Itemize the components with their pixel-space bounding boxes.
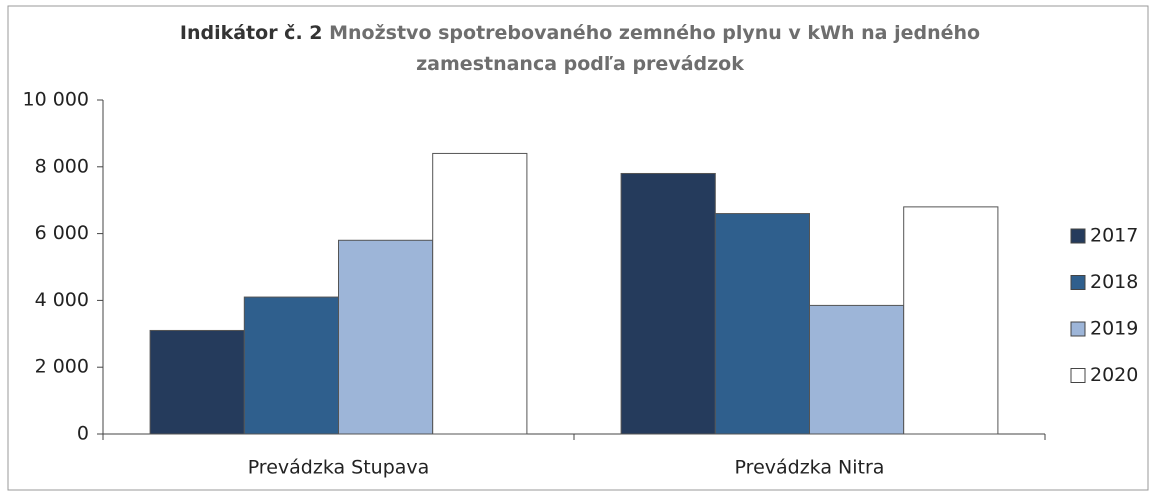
bar [809,304,905,435]
bar [903,206,999,435]
legend-swatch [1070,275,1086,290]
y-tick-label: 8 000 [35,155,89,177]
bar [149,329,245,435]
legend-label: 2017 [1090,225,1138,247]
chart-title: Indikátor č. 2 Množstvo spotrebovaného z… [150,18,1010,80]
bar [243,296,339,435]
legend-label: 2019 [1090,318,1138,340]
y-tick-label: 0 [77,423,89,445]
bar [620,172,716,435]
x-tick-label: Prevádzka Stupava [248,457,430,479]
y-tick-label: 4 000 [35,289,89,311]
bar [432,152,528,435]
frame [7,5,1149,491]
legend-swatch [1070,368,1086,383]
x-tick-label: Prevádzka Nitra [735,457,885,479]
bar [338,239,434,435]
y-tick-label: 6 000 [35,222,89,244]
title-label: Indikátor č. 2 [179,22,323,44]
bar [714,213,810,435]
legend-label: 2020 [1090,364,1138,386]
y-tick-label: 10 000 [23,89,89,111]
y-tick-label: 2 000 [35,356,89,378]
legend-label: 2018 [1090,271,1138,293]
legend-swatch [1070,228,1086,244]
legend-swatch [1070,321,1086,337]
title-text: Množstvo spotrebovaného zemného plynu v … [329,22,981,75]
